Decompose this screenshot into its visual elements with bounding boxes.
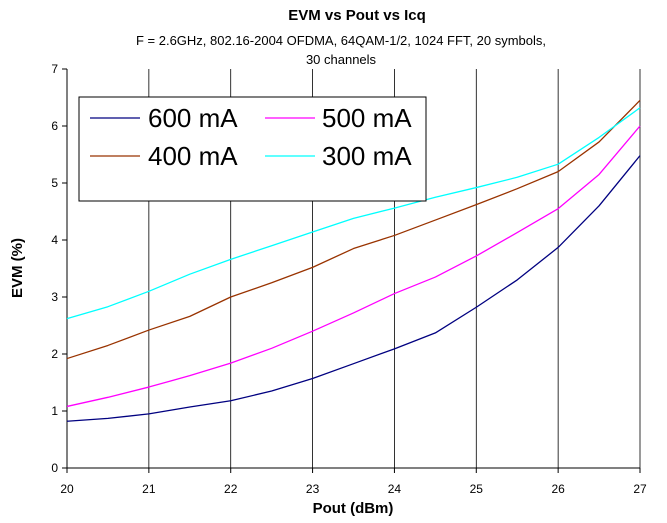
y-tick-label: 3 <box>51 290 58 304</box>
series-line-400ma <box>66 99 641 360</box>
x-axis-title: Pout (dBm) <box>313 500 394 517</box>
y-tick-label: 1 <box>51 404 58 418</box>
x-tick-label: 25 <box>470 482 484 496</box>
y-axis-title: EVM (%) <box>9 238 26 298</box>
series-line-600ma <box>66 155 641 422</box>
legend-label-400ma: 400 mA <box>148 141 238 171</box>
x-tick-label: 22 <box>224 482 238 496</box>
legend-box <box>78 96 427 202</box>
x-axis-ticks: 20 21 22 23 24 25 26 27 <box>60 468 647 496</box>
chart-title: EVM vs Pout vs Icq <box>288 7 426 24</box>
chart-subtitle-line-2: 30 channels <box>306 52 377 67</box>
x-tick-label: 20 <box>60 482 74 496</box>
x-tick-label: 23 <box>306 482 320 496</box>
y-tick-label: 7 <box>51 62 58 76</box>
legend-label-600ma: 600 mA <box>148 103 238 133</box>
y-tick-label: 0 <box>51 461 58 475</box>
series-line-500ma <box>66 125 641 408</box>
x-tick-label: 24 <box>388 482 402 496</box>
y-tick-label: 4 <box>51 233 58 247</box>
legend-label-300ma: 300 mA <box>322 141 412 171</box>
y-axis-ticks: 0 1 2 3 4 5 6 7 <box>51 62 67 475</box>
x-tick-label: 26 <box>551 482 565 496</box>
y-tick-label: 5 <box>51 176 58 190</box>
y-tick-label: 2 <box>51 347 58 361</box>
legend-label-500ma: 500 mA <box>322 103 412 133</box>
series-lines <box>66 99 641 422</box>
chart-subtitle-line-1: F = 2.6GHz, 802.16-2004 OFDMA, 64QAM-1/2… <box>136 33 546 48</box>
x-tick-label: 27 <box>633 482 647 496</box>
x-tick-label: 21 <box>142 482 156 496</box>
y-tick-label: 6 <box>51 119 58 133</box>
legend: 600 mA 500 mA 400 mA 300 mA <box>78 96 427 202</box>
series-line-300ma <box>66 107 641 320</box>
